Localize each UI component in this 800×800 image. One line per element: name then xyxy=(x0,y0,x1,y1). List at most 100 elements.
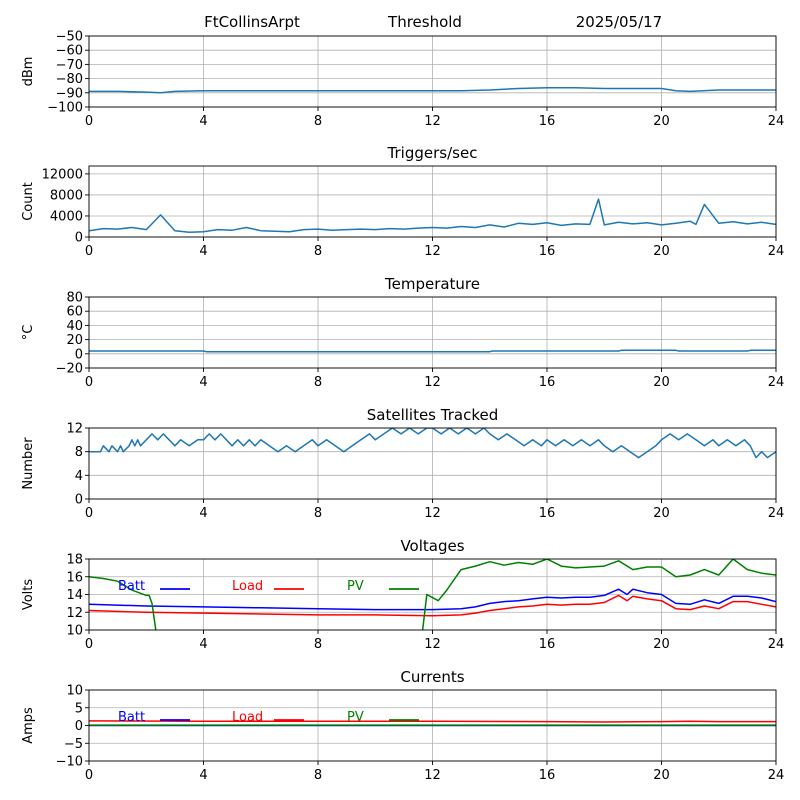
temperature-ylabel: °C xyxy=(21,325,36,341)
threshold-ytick-label: −80 xyxy=(56,72,83,87)
temperature-xtick-label: 0 xyxy=(85,375,93,390)
temperature-title: Temperature xyxy=(384,275,480,293)
voltages-ytick-label: 12 xyxy=(66,606,83,621)
satellites-ytick-label: 0 xyxy=(75,493,83,508)
triggers-ytick-label: 8000 xyxy=(50,188,83,203)
triggers-xtick-label: 24 xyxy=(768,244,785,259)
triggers-xtick-label: 12 xyxy=(424,244,441,259)
satellites-ytick-label: 4 xyxy=(75,469,83,484)
triggers-ytick-label: 0 xyxy=(75,231,83,246)
voltages-series-group xyxy=(89,559,776,630)
voltages-legend-label-pv: PV xyxy=(347,579,364,594)
satellites-xtick-label: 12 xyxy=(424,506,441,521)
satellites-ytick-label: 8 xyxy=(75,445,83,460)
satellites-xtick-label: 24 xyxy=(768,506,785,521)
satellites-series-group xyxy=(89,428,776,459)
triggers-series-group xyxy=(89,198,776,234)
currents-series-group xyxy=(89,720,776,727)
triggers-panel: 0 4 8 12 16 20 24 0 4000 8000 12000 Triggers/sec Cou… xyxy=(21,144,784,259)
satellites-xtick-label: 0 xyxy=(85,506,93,521)
voltages-xtick-label: 0 xyxy=(85,637,93,652)
voltages-xtick-label: 4 xyxy=(199,637,207,652)
station-title: FtCollinsArpt xyxy=(204,13,300,31)
voltages-xtick-label: 20 xyxy=(653,637,670,652)
currents-ylabel: Amps xyxy=(21,707,36,744)
mode-title: Threshold xyxy=(387,13,462,31)
triggers-xtick-label: 4 xyxy=(199,244,207,259)
temperature-xtick-label: 24 xyxy=(768,375,785,390)
currents-legend-label-load: Load xyxy=(232,710,263,725)
voltages-series-line-load xyxy=(89,594,776,617)
voltages-series-line-pv xyxy=(89,559,776,630)
currents-xtick-label: 8 xyxy=(314,768,322,783)
threshold-ylabel: dBm xyxy=(21,57,36,87)
threshold-xtick-label: 20 xyxy=(653,114,670,129)
satellites-ytick-label: 12 xyxy=(66,422,83,437)
threshold-panel: 0 4 8 12 16 20 24 −100−90−80−70−60−50 dBm xyxy=(21,30,784,130)
threshold-xtick-label: 0 xyxy=(85,114,93,129)
satellites-title: Satellites Tracked xyxy=(367,406,498,424)
threshold-ytick-label: −100 xyxy=(47,101,83,116)
voltages-series-line-batt xyxy=(89,588,776,611)
currents-series-line-load xyxy=(89,720,776,723)
triggers-series-line-0 xyxy=(89,198,776,234)
threshold-xtick-label: 24 xyxy=(768,114,785,129)
threshold-xtick-label: 8 xyxy=(314,114,322,129)
threshold-ytick-label: −50 xyxy=(56,30,83,45)
temperature-xtick-label: 16 xyxy=(539,375,556,390)
temperature-xtick-label: 12 xyxy=(424,375,441,390)
satellites-xtick-label: 8 xyxy=(314,506,322,521)
temperature-ytick-label: −20 xyxy=(56,362,83,377)
date-title: 2025/05/17 xyxy=(576,13,662,31)
currents-xtick-label: 12 xyxy=(424,768,441,783)
threshold-ytick-label: −70 xyxy=(56,58,83,73)
currents-legend-label-pv: PV xyxy=(347,710,364,725)
voltages-xtick-label: 12 xyxy=(424,637,441,652)
voltages-ytick-label: 10 xyxy=(66,624,83,639)
currents-xtick-label: 24 xyxy=(768,768,785,783)
currents-ytick-label: 5 xyxy=(75,701,83,716)
temperature-ytick-label: 40 xyxy=(66,319,83,334)
currents-ytick-label: 10 xyxy=(66,684,83,699)
currents-xtick-label: 16 xyxy=(539,768,556,783)
satellites-series-line-0 xyxy=(89,428,776,459)
currents-xtick-label: 0 xyxy=(85,768,93,783)
voltages-ylabel: Volts xyxy=(21,579,36,611)
temperature-xtick-label: 4 xyxy=(199,375,207,390)
currents-panel: 0 4 8 12 16 20 24 −10 −5 0 5 10 Currents Amps Batt Load… xyxy=(21,668,784,783)
voltages-xtick-label: 16 xyxy=(539,637,556,652)
voltages-ytick-label: 18 xyxy=(66,553,83,568)
satellites-xtick-label: 4 xyxy=(199,506,207,521)
threshold-ytick-label: −60 xyxy=(56,44,83,59)
currents-xtick-label: 20 xyxy=(653,768,670,783)
triggers-title: Triggers/sec xyxy=(387,144,478,162)
voltages-ytick-label: 14 xyxy=(66,588,83,603)
currents-ytick-label: −5 xyxy=(64,737,83,752)
currents-legend-label-batt: Batt xyxy=(118,710,145,725)
threshold-series-line-0 xyxy=(89,87,776,94)
threshold-xtick-label: 4 xyxy=(199,114,207,129)
temperature-series-line-0 xyxy=(89,349,776,353)
voltages-ytick-label: 16 xyxy=(66,570,83,585)
triggers-xtick-label: 8 xyxy=(314,244,322,259)
currents-ytick-label: 0 xyxy=(75,719,83,734)
triggers-ylabel: Count xyxy=(21,182,36,221)
temperature-xtick-label: 20 xyxy=(653,375,670,390)
voltages-xtick-label: 8 xyxy=(314,637,322,652)
currents-title: Currents xyxy=(400,668,464,686)
satellites-panel: 0 4 8 12 16 20 24 0 4 8 12 Satellites Tracked Number xyxy=(21,406,784,521)
threshold-series-group xyxy=(89,87,776,94)
temperature-xtick-label: 8 xyxy=(314,375,322,390)
voltages-title: Voltages xyxy=(400,537,464,555)
temperature-ytick-label: 80 xyxy=(66,291,83,306)
triggers-ytick-label: 4000 xyxy=(50,209,83,224)
triggers-xtick-label: 20 xyxy=(653,244,670,259)
voltages-xtick-label: 24 xyxy=(768,637,785,652)
threshold-xtick-label: 16 xyxy=(539,114,556,129)
temperature-ytick-label: 60 xyxy=(66,305,83,320)
satellites-ylabel: Number xyxy=(21,437,36,490)
voltages-legend-label-batt: Batt xyxy=(118,579,145,594)
threshold-xtick-label: 12 xyxy=(424,114,441,129)
